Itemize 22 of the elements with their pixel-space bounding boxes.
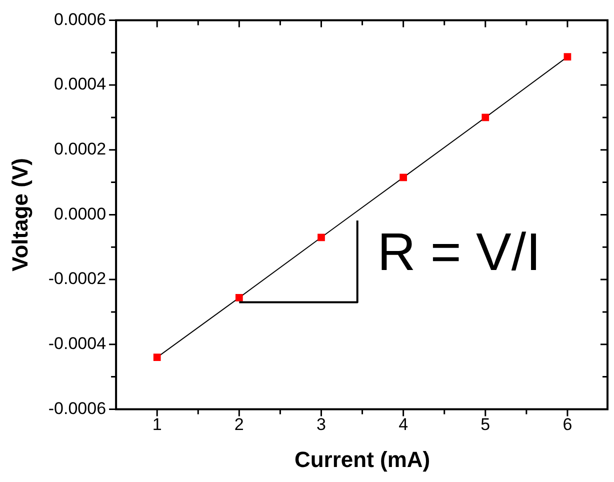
point xyxy=(482,114,490,122)
point xyxy=(235,294,243,302)
y-tick-label: 0.0000 xyxy=(54,204,106,224)
x-tick-label: 5 xyxy=(480,415,490,434)
y-tick-label: 0.0006 xyxy=(54,10,106,29)
point xyxy=(564,53,572,61)
y-tick-label: 0.0002 xyxy=(54,140,106,159)
y-tick-label: -0.0006 xyxy=(48,398,106,418)
y-tick-label: -0.0004 xyxy=(48,334,106,354)
y-axis-title: Voltage (V) xyxy=(7,158,32,272)
annotation: R = V/I xyxy=(377,223,541,282)
x-axis-title: Current (mA) xyxy=(294,446,430,472)
x-tick-label: 2 xyxy=(234,415,244,434)
x-tick-label: 4 xyxy=(398,415,408,434)
point xyxy=(400,174,407,182)
x-tick-label: 1 xyxy=(152,415,162,434)
x-tick-label: 3 xyxy=(316,415,326,434)
y-tick-label: -0.0002 xyxy=(48,269,106,288)
y-tick-label: 0.0004 xyxy=(54,74,106,94)
point xyxy=(153,354,161,362)
point xyxy=(318,234,325,242)
x-tick-label: 6 xyxy=(562,415,572,434)
